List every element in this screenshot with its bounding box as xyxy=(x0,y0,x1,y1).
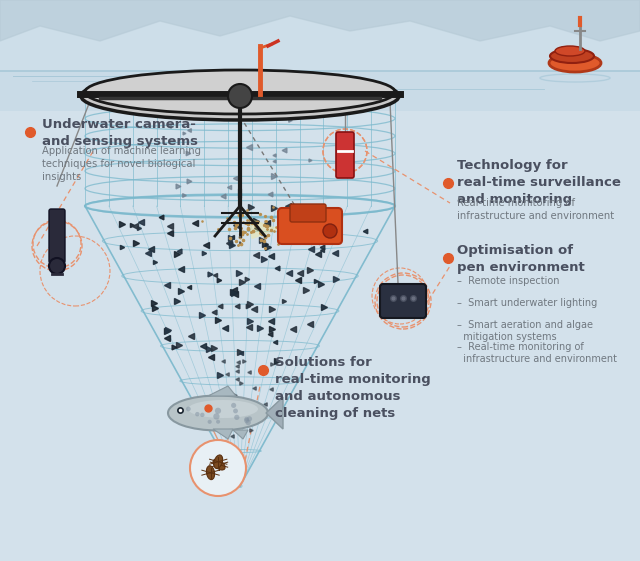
Ellipse shape xyxy=(85,70,395,114)
Ellipse shape xyxy=(168,396,268,430)
Circle shape xyxy=(244,417,249,421)
Circle shape xyxy=(207,420,212,424)
Circle shape xyxy=(195,412,200,416)
Polygon shape xyxy=(266,397,283,429)
Circle shape xyxy=(247,416,252,421)
FancyBboxPatch shape xyxy=(278,208,342,244)
Circle shape xyxy=(234,415,239,420)
FancyBboxPatch shape xyxy=(380,284,426,318)
Polygon shape xyxy=(213,429,233,439)
Text: Solutions for
real-time monitoring
and autonomous
cleaning of nets: Solutions for real-time monitoring and a… xyxy=(275,356,431,420)
FancyBboxPatch shape xyxy=(290,204,326,222)
Text: Application of machine learning
techniques for novel biological
insights: Application of machine learning techniqu… xyxy=(42,146,201,182)
Polygon shape xyxy=(0,0,640,41)
Circle shape xyxy=(244,418,249,423)
Text: –  Smart underwater lighting: – Smart underwater lighting xyxy=(457,298,597,308)
Ellipse shape xyxy=(188,400,258,418)
FancyBboxPatch shape xyxy=(336,132,354,178)
Text: –  Smart aeration and algae
  mitigation systems: – Smart aeration and algae mitigation sy… xyxy=(457,320,593,342)
FancyBboxPatch shape xyxy=(0,71,640,561)
Text: –  Real-time monitoring of
  infrastructure and environment: – Real-time monitoring of infrastructure… xyxy=(457,342,617,365)
Wedge shape xyxy=(250,219,280,239)
Circle shape xyxy=(228,84,252,108)
Circle shape xyxy=(213,413,220,420)
Circle shape xyxy=(186,407,191,411)
Ellipse shape xyxy=(555,46,585,56)
Polygon shape xyxy=(233,430,248,439)
Text: Optimisation of
pen environment: Optimisation of pen environment xyxy=(457,244,585,274)
Text: Real-time monitoring of
infrastructure and environment: Real-time monitoring of infrastructure a… xyxy=(457,198,614,221)
Ellipse shape xyxy=(549,54,601,72)
FancyBboxPatch shape xyxy=(49,209,65,263)
Text: Technology for
real-time surveillance
and monitoring: Technology for real-time surveillance an… xyxy=(457,159,621,206)
Circle shape xyxy=(323,224,337,238)
Circle shape xyxy=(216,420,220,424)
Circle shape xyxy=(215,408,221,414)
Circle shape xyxy=(231,403,236,408)
Text: Underwater camera-
and sensing systems: Underwater camera- and sensing systems xyxy=(42,118,198,148)
Circle shape xyxy=(233,408,238,413)
Circle shape xyxy=(190,440,246,496)
Polygon shape xyxy=(208,386,236,396)
FancyBboxPatch shape xyxy=(0,0,640,111)
Ellipse shape xyxy=(207,466,214,480)
Ellipse shape xyxy=(214,455,223,468)
Ellipse shape xyxy=(213,459,225,470)
Circle shape xyxy=(49,258,65,274)
Ellipse shape xyxy=(81,72,399,120)
Circle shape xyxy=(200,413,205,417)
Text: –  Remote inspection: – Remote inspection xyxy=(457,276,559,286)
Circle shape xyxy=(246,420,251,425)
Ellipse shape xyxy=(550,49,594,63)
